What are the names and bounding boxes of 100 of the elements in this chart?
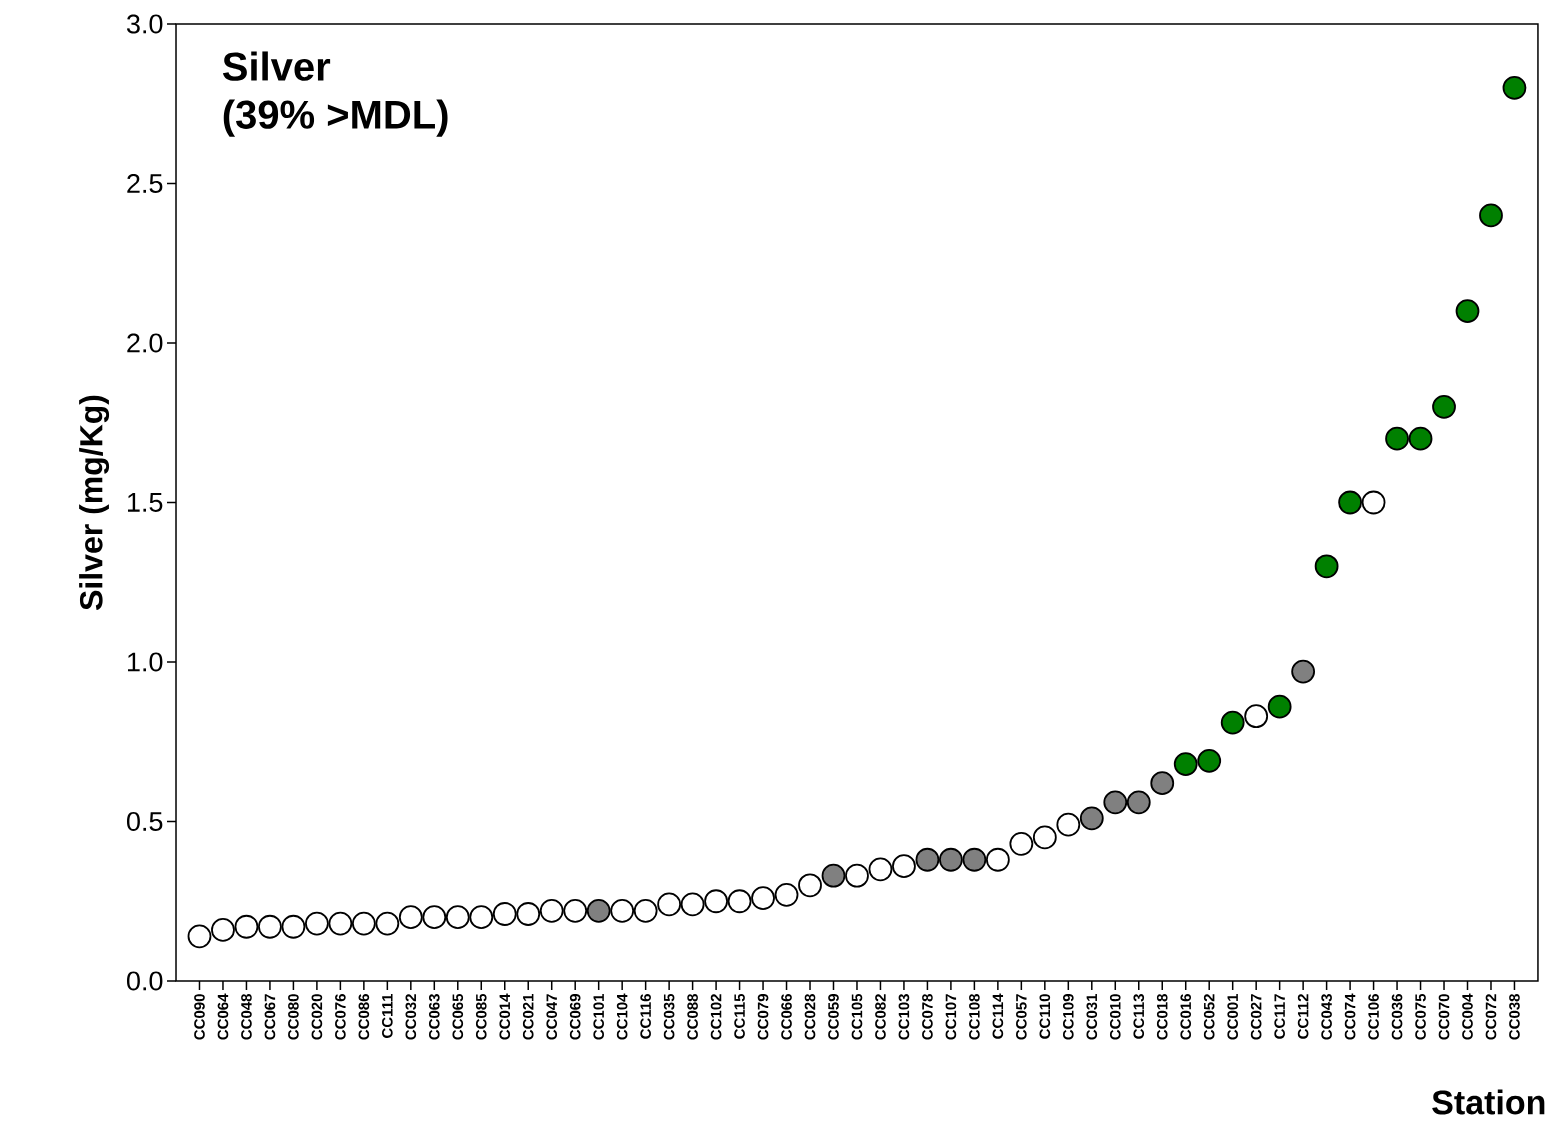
x-tick-label: CC074 (1344, 993, 1356, 1040)
x-tick-label: CC104 (616, 993, 628, 1040)
point (328, 911, 353, 936)
x-tick-label: CC010 (1109, 994, 1121, 1040)
point (234, 914, 259, 939)
point (1150, 771, 1175, 796)
point (704, 889, 728, 914)
point (868, 857, 893, 882)
point (1032, 825, 1057, 850)
x-tick-label: CC027 (1250, 994, 1262, 1040)
x-tick-label: CC018 (1156, 994, 1168, 1040)
x-tick-label: CC052 (1203, 994, 1215, 1040)
point (939, 847, 963, 872)
x-tick-label: CC070 (1438, 994, 1450, 1040)
point (1126, 790, 1151, 815)
x-tick-label: CC112 (1297, 994, 1309, 1039)
point (1385, 426, 1409, 451)
x-tick-label: CC067 (264, 994, 276, 1040)
point (1244, 704, 1269, 729)
point (258, 914, 282, 939)
x-tick-label: CC111 (382, 993, 393, 1038)
x-tick-label: CC035 (663, 993, 675, 1040)
y-tick-label: 1.5 (128, 493, 163, 512)
x-tick-label: CC063 (428, 994, 440, 1040)
point (1338, 490, 1362, 515)
point (516, 902, 541, 926)
x-tick-label: CC075 (1415, 993, 1426, 1040)
point (962, 847, 987, 872)
point (610, 898, 635, 923)
x-tick-label: CC114 (992, 993, 1004, 1039)
x-tick-label: CC059 (828, 994, 839, 1040)
point (680, 892, 705, 917)
y-tick-label: 0.0 (126, 971, 163, 991)
x-tick-label: CC038 (1509, 994, 1520, 1040)
point (1432, 394, 1456, 419)
text: (39% >MDL) (223, 99, 448, 137)
point (187, 924, 212, 949)
x-tick-label: CC064 (217, 993, 229, 1040)
x-tick-label: CC088 (687, 994, 698, 1040)
point (657, 892, 682, 917)
point (445, 905, 470, 930)
point (751, 886, 775, 910)
point (727, 889, 752, 914)
x-tick-label: CC080 (288, 994, 299, 1040)
point (305, 911, 329, 936)
point (281, 914, 306, 939)
point (1173, 752, 1198, 776)
point (892, 854, 916, 879)
y-tick-label: 2.5 (127, 173, 163, 194)
point (1314, 554, 1339, 579)
point (1455, 299, 1480, 323)
x-tick-label: CC079 (757, 994, 769, 1040)
y-tick-label: 1.0 (128, 652, 163, 672)
point (1408, 426, 1433, 451)
point (211, 918, 235, 942)
x-tick-label: CC101 (593, 993, 604, 1040)
x-tick-label: CC106 (1368, 994, 1379, 1040)
point (422, 905, 447, 930)
x-tick-label: CC103 (898, 994, 910, 1040)
point (375, 911, 400, 936)
x-tick-label: CC047 (546, 994, 558, 1040)
x-tick-label: CC020 (311, 994, 323, 1040)
x-tick-label: CC036 (1391, 994, 1403, 1040)
x-tick-label: CC107 (945, 994, 957, 1040)
x-tick-label: CC076 (335, 994, 346, 1040)
x-tick-label: CC102 (710, 994, 722, 1040)
point (1197, 748, 1222, 773)
point (1361, 490, 1386, 515)
point (492, 902, 517, 926)
y-axis-title: Silver (mg/Kg) (79, 395, 110, 611)
point (985, 847, 1010, 872)
x-tick-label: CC109 (1063, 994, 1074, 1040)
x-tick-label: CC028 (804, 994, 816, 1040)
y-tick-label: 2.0 (127, 333, 163, 353)
x-tick-label: CC021 (522, 993, 534, 1040)
point (1502, 75, 1527, 100)
text: Silver (222, 51, 331, 81)
point (798, 873, 822, 898)
x-tick-label: CC078 (922, 994, 933, 1040)
x-tick-label: CC086 (358, 994, 370, 1040)
x-tick-label: CC082 (875, 994, 886, 1040)
point (633, 898, 658, 923)
y-tick-label: 0.5 (126, 811, 163, 832)
x-tick-label: CC004 (1462, 993, 1473, 1040)
x-tick-label: CC085 (475, 993, 487, 1040)
point (351, 911, 376, 936)
x-tick-label: CC072 (1485, 994, 1497, 1040)
point (1479, 203, 1503, 228)
point (845, 863, 869, 888)
point (1009, 831, 1034, 856)
point (774, 882, 799, 907)
x-tick-label: CC001 (1227, 993, 1238, 1040)
x-tick-label: CC110 (1039, 994, 1051, 1039)
x-tick-label: CC057 (1016, 994, 1027, 1040)
point (469, 905, 494, 930)
point (539, 898, 564, 923)
x-tick-label: CC069 (569, 994, 581, 1040)
x-tick-label: CC108 (969, 994, 980, 1040)
x-tick-label: CC043 (1321, 994, 1332, 1040)
point (398, 905, 423, 930)
